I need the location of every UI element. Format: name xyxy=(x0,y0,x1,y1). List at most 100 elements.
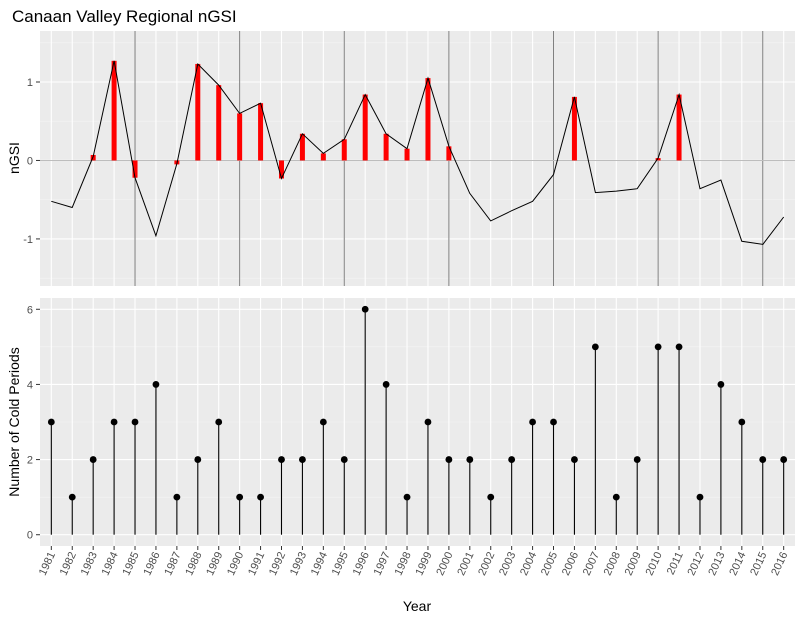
x-tick-label: 1997 xyxy=(372,550,393,577)
ngsi-bar xyxy=(132,160,138,178)
x-tick-label: 2014 xyxy=(727,550,748,577)
cold-period-point xyxy=(675,343,683,351)
cold-period-point xyxy=(131,418,139,426)
ngsi-bar xyxy=(425,78,431,161)
ngsi-bar xyxy=(111,60,117,161)
y-tick-label: -1 xyxy=(23,234,33,246)
top-panel-background xyxy=(40,31,795,286)
x-tick-label: 2011 xyxy=(665,550,686,577)
cold-period-point xyxy=(47,418,55,426)
cold-period-point xyxy=(299,456,306,463)
x-tick-label: 2009 xyxy=(623,550,644,577)
x-tick-label: 1987 xyxy=(162,550,183,577)
x-tick-label: 1990 xyxy=(225,550,246,577)
ngsi-bar xyxy=(446,146,452,161)
y-tick-label: 0 xyxy=(27,155,33,167)
x-tick-label: 2001 xyxy=(455,550,476,577)
ngsi-bar xyxy=(655,158,661,161)
cold-period-point xyxy=(236,493,244,501)
x-tick-label: 2007 xyxy=(581,550,602,577)
bottom-y-axis-ticks: 0 2 4 6 xyxy=(27,304,40,542)
cold-period-point xyxy=(612,493,620,501)
ngsi-bar xyxy=(258,103,264,161)
x-tick-label: 2005 xyxy=(539,550,560,577)
y-tick-label: 6 xyxy=(27,304,33,316)
ngsi-bar xyxy=(362,94,368,161)
ngsi-bar xyxy=(404,148,410,161)
cold-period-point xyxy=(654,343,662,351)
cold-period-points xyxy=(47,305,788,501)
chart-title: Canaan Valley Regional nGSI xyxy=(12,7,237,26)
x-tick-label: 2002 xyxy=(476,550,497,577)
x-tick-label: 1995 xyxy=(330,550,351,577)
ngsi-bar xyxy=(299,133,305,161)
x-tick-label: 1986 xyxy=(141,550,162,577)
x-tick-label: 1999 xyxy=(413,550,434,577)
ngsi-bar xyxy=(383,133,389,161)
x-tick-label: 1988 xyxy=(183,550,204,577)
cold-period-point xyxy=(696,493,704,501)
x-tick-label: 1993 xyxy=(288,550,309,577)
x-tick-label: 1982 xyxy=(58,550,79,577)
cold-period-point xyxy=(152,381,160,388)
cold-period-point xyxy=(633,456,641,463)
ngsi-bars xyxy=(90,60,682,179)
top-y-axis-title: nGSI xyxy=(6,142,22,174)
cold-period-point xyxy=(424,418,432,426)
cold-period-point xyxy=(508,456,516,463)
cold-period-point xyxy=(89,456,97,463)
ngsi-bar xyxy=(216,85,222,161)
x-tick-label: 2013 xyxy=(706,550,727,577)
ngsi-line xyxy=(51,60,785,245)
cold-period-point xyxy=(215,418,223,426)
x-tick-label: 2015 xyxy=(748,550,769,577)
cold-period-point xyxy=(717,381,725,388)
cold-period-point xyxy=(173,493,181,501)
y-tick-label: 0 xyxy=(27,530,33,542)
cold-period-point xyxy=(319,418,327,426)
x-tick-label: 1983 xyxy=(79,550,100,577)
ngsi-bar xyxy=(676,94,682,161)
cold-period-point xyxy=(68,493,76,501)
ngsi-bar xyxy=(278,160,284,179)
cold-period-point xyxy=(110,418,118,426)
cold-period-point xyxy=(529,418,536,426)
cold-period-point xyxy=(571,456,578,463)
top-y-axis-ticks: -1 0 1 xyxy=(23,77,40,246)
bottom-y-axis-title: Number of Cold Periods xyxy=(6,347,22,496)
x-tick-label: 1992 xyxy=(267,550,288,577)
x-tick-label: 2006 xyxy=(560,550,581,577)
bottom-x-axis-ticks: 1981 1982 1983 1984 1985 1986 1987 1988 1989 1990… xyxy=(37,546,790,577)
cold-period-point xyxy=(340,456,348,463)
x-tick-label: 2012 xyxy=(685,550,706,577)
x-tick-label: 1996 xyxy=(351,550,372,577)
cold-period-point xyxy=(382,381,390,388)
cold-period-point xyxy=(361,305,369,313)
x-tick-label: 2003 xyxy=(497,550,518,577)
y-tick-label: 2 xyxy=(27,455,33,467)
cold-period-point xyxy=(278,456,285,463)
ngsi-bar xyxy=(341,139,347,161)
x-tick-label: 2016 xyxy=(769,550,790,577)
ngsi-bar xyxy=(237,113,243,161)
x-tick-label: 1981 xyxy=(37,550,58,577)
cold-period-point xyxy=(257,493,264,501)
ngsi-bar xyxy=(195,63,201,161)
cold-period-point xyxy=(591,343,599,351)
x-tick-label: 1994 xyxy=(309,550,330,577)
cold-period-stems xyxy=(50,309,785,535)
cold-period-point xyxy=(403,493,411,501)
cold-period-point xyxy=(445,456,453,463)
cold-period-point xyxy=(466,456,474,463)
x-tick-label: 2008 xyxy=(602,550,623,577)
y-tick-label: 1 xyxy=(27,77,33,89)
cold-period-point xyxy=(738,418,746,426)
x-tick-label: 2004 xyxy=(518,550,539,577)
x-tick-label: 2000 xyxy=(434,550,455,577)
x-tick-label: 1998 xyxy=(393,550,414,577)
x-tick-label: 2010 xyxy=(644,550,665,577)
x-tick-label: 1985 xyxy=(121,550,142,577)
cold-period-point xyxy=(759,456,767,463)
cold-period-point xyxy=(194,456,202,463)
